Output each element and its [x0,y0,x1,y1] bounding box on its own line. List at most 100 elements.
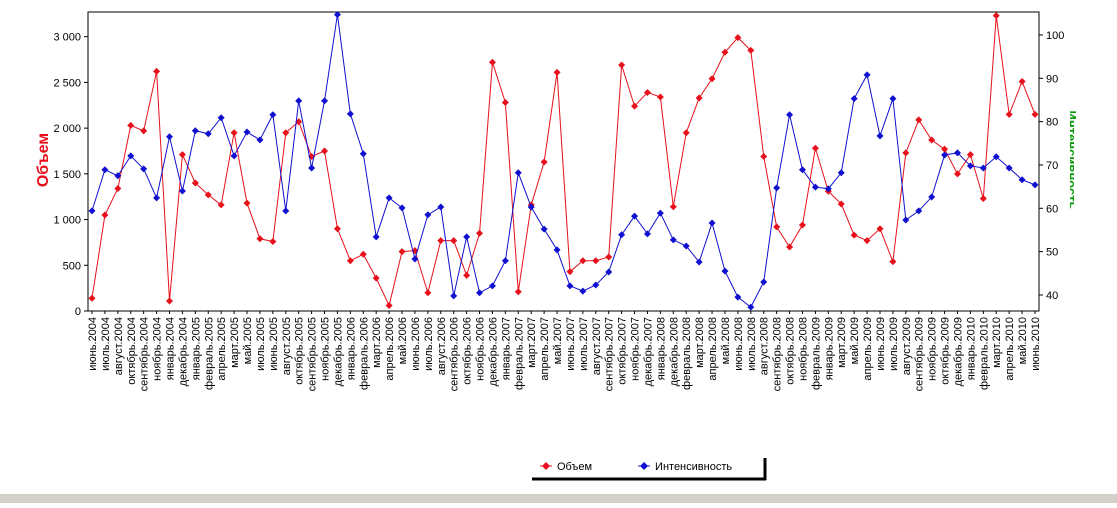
data-point [643,88,651,96]
x-tick-label: март.2008 [694,317,706,368]
data-point [837,200,845,208]
y-tick-label: 3 000 [53,32,81,44]
x-tick-label: март.2006 [371,317,383,368]
data-point [553,68,561,76]
data-point [798,166,806,174]
data-point [1031,110,1039,118]
x-tick-label: июнь.2009 [875,317,887,371]
data-point [243,199,251,207]
data-point [514,288,522,296]
x-tick-label: октябрь.2008 [785,317,797,385]
y-axis-label: Объем [35,133,52,187]
x-tick-label: ноябрь.2008 [797,317,809,381]
data-point [372,274,380,282]
y2-tick-label: 80 [1046,117,1058,129]
data-point [424,289,432,297]
data-point [437,203,445,211]
x-tick-label: июнь.2008 [733,317,745,371]
data-point [889,95,897,103]
data-point [811,183,819,191]
data-point [153,194,161,202]
data-point [656,209,664,217]
x-tick-label: февраль.2005 [203,317,215,390]
data-point [501,99,509,107]
y-tick-label: 1 000 [53,215,81,227]
data-point [760,278,768,286]
data-point [708,75,716,83]
data-point [308,164,316,172]
x-tick-label: май.2005 [242,317,254,364]
data-point [514,169,522,177]
x-tick-label: апрель.2010 [1004,317,1016,381]
data-point [333,11,341,19]
data-point [140,127,148,135]
data-point [230,129,238,137]
data-point [166,297,174,305]
plot-frame [87,11,1040,312]
x-tick-label: октябрь.2006 [462,317,474,385]
data-point [837,169,845,177]
data-point [889,258,897,266]
x-tick-label: февраль.2008 [681,317,693,390]
data-point [656,93,664,101]
data-point [1005,110,1013,118]
x-tick-label: июнь.2005 [268,317,280,371]
data-point [333,225,341,233]
x-tick-label: май.2010 [1017,317,1029,364]
data-point [269,111,277,119]
data-point [204,130,212,138]
data-point [346,257,354,265]
data-point [217,114,225,122]
data-point [88,207,96,215]
data-point [876,225,884,233]
data-point [1018,77,1026,85]
data-point [643,230,651,238]
x-tick-label: июль.2004 [100,317,112,371]
data-point [798,221,806,229]
x-tick-label: ноябрь.2006 [475,317,487,381]
data-point [476,289,484,297]
data-point [979,195,987,203]
data-point [295,97,303,105]
legend-marker [640,462,649,470]
x-tick-label: август.2005 [281,317,293,375]
series-line [91,15,1036,308]
data-point [424,211,432,219]
data-point [631,102,639,110]
x-tick-label: апрель.2008 [707,317,719,381]
x-tick-label: март.2007 [526,317,538,368]
x-tick-label: август.2006 [436,317,448,375]
data-point [101,166,109,174]
x-tick-label: январь.2010 [965,317,977,380]
data-point [191,127,199,135]
x-tick-label: май.2009 [849,317,861,364]
x-tick-label: март.2009 [836,317,848,368]
data-point [1018,176,1026,184]
y2-tick-label: 50 [1046,247,1058,259]
data-point [941,151,949,159]
x-tick-label: ноябрь.2005 [320,317,332,381]
x-tick-label: январь.2004 [165,317,177,380]
x-tick-label: октябрь.2004 [126,317,138,385]
x-tick-label: июнь.2007 [565,317,577,371]
x-tick-label: март.2010 [991,317,1003,368]
x-tick-label: декабрь.2007 [642,317,654,386]
x-tick-label: февраль.2007 [513,317,525,390]
x-tick-label: ноябрь.2004 [152,317,164,381]
data-point [669,203,677,211]
data-point [566,268,574,276]
data-point [966,162,974,170]
data-point [101,211,109,219]
data-point [811,144,819,152]
data-point [256,235,264,243]
data-point [915,207,923,215]
x-tick-label: январь.2008 [655,317,667,380]
data-point [721,267,729,275]
x-tick-label: февраль.2010 [978,317,990,390]
data-point [321,97,329,105]
data-point [953,149,961,157]
data-point [618,231,626,239]
data-point [992,12,1000,20]
data-point [501,257,509,265]
